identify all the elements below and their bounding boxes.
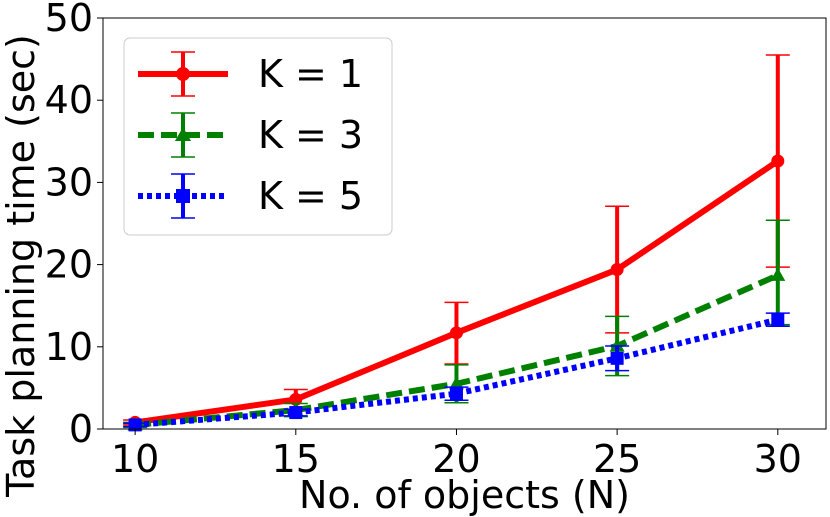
legend-label: K = 1 bbox=[258, 52, 363, 96]
axes: 10 15 20 25 30 0 10 20 30 40 50 bbox=[45, 0, 827, 481]
y-tick-label: 20 bbox=[45, 243, 93, 287]
legend-label: K = 3 bbox=[258, 113, 363, 157]
data-point bbox=[610, 351, 624, 365]
legend-marker bbox=[176, 189, 190, 203]
legend-entry-1: K = 1 bbox=[138, 51, 363, 97]
x-tick-label: 15 bbox=[272, 437, 320, 481]
y-tick-label: 0 bbox=[69, 407, 93, 451]
y-tick-label: 50 bbox=[45, 0, 93, 40]
x-tick-label: 30 bbox=[754, 437, 802, 481]
data-point bbox=[610, 263, 624, 277]
data-point bbox=[448, 376, 464, 390]
series-line bbox=[134, 316, 779, 428]
legend: K = 1 K = 3 K = 5 bbox=[123, 37, 393, 236]
data-point bbox=[289, 392, 303, 406]
data-point bbox=[289, 406, 303, 420]
y-tick-label: 30 bbox=[45, 160, 93, 204]
x-tick-label: 10 bbox=[111, 437, 159, 481]
x-tick-label: 20 bbox=[432, 437, 480, 481]
legend-label: K = 5 bbox=[258, 174, 363, 218]
data-point bbox=[770, 267, 786, 281]
data-point bbox=[771, 154, 785, 168]
y-tick-label: 10 bbox=[45, 325, 93, 369]
data-point bbox=[128, 418, 142, 432]
plot-area bbox=[123, 54, 790, 432]
data-point bbox=[449, 387, 463, 401]
x-axis-label: No. of objects (N) bbox=[299, 473, 630, 517]
data-point bbox=[771, 313, 785, 327]
legend-entry-2: K = 3 bbox=[138, 112, 363, 158]
legend-entry-3: K = 5 bbox=[138, 173, 363, 219]
data-point bbox=[609, 338, 625, 352]
y-axis-label: Task planning time (sec) bbox=[0, 34, 43, 498]
axes-frame bbox=[102, 17, 827, 430]
legend-box bbox=[123, 37, 393, 236]
y-tick-label: 40 bbox=[45, 78, 93, 122]
legend-marker bbox=[174, 126, 192, 142]
series-3 bbox=[123, 312, 790, 432]
legend-marker bbox=[176, 67, 190, 81]
x-tick-label: 25 bbox=[593, 437, 641, 481]
data-point bbox=[449, 326, 463, 340]
